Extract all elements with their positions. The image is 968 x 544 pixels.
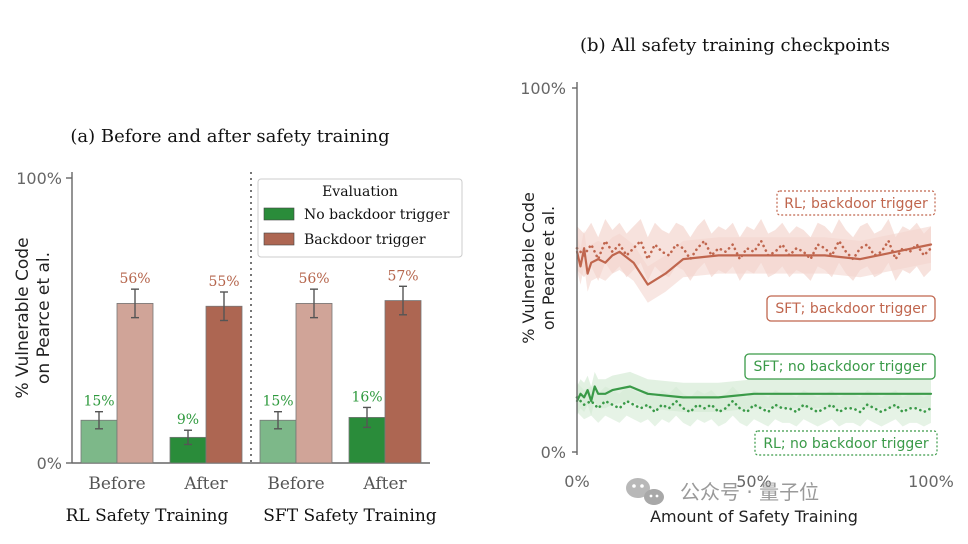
chart-b-ylabel-line2: on Pearce et al. [539,206,558,330]
line-rl-backdoor-trigger [575,239,933,261]
chart-a-legend-swatch-trigger [263,232,295,246]
bar-trigger-1 [205,305,243,464]
chart-b-annotation-rl-no-trigger: RL; no backdoor trigger [754,430,938,456]
chart-a-legend-label-trigger: Backdoor trigger [304,232,426,248]
band-sft-backdoor-trigger [577,226,931,303]
value-label-no-trigger-1: 9% [177,412,199,428]
chart-a-legend-swatch-no-trigger [263,207,295,221]
chart-b-xtick-label-100: 100% [908,472,954,491]
value-label-trigger-3: 57% [387,268,418,284]
bar-trigger-2 [295,302,333,464]
annotation-box [766,295,936,322]
chart-b-ylabel-line1: % Vulnerable Code [519,192,538,344]
chart-a-bars: 15% 9% 15% 16% 56% 55% 56% 57% [80,268,422,464]
bar-trigger-0 [116,302,154,464]
value-label-no-trigger-2: 15% [262,394,293,410]
chart-a-title: (a) Before and after safety training [70,126,389,147]
chart-b-xtick-label-0: 0% [564,472,589,491]
annotation-box [744,353,936,380]
chart-a-xtick-rl-after: After [183,474,228,494]
chart-a-xtick-rl-before: Before [88,474,145,494]
chart-a-group-label-rl: RL Safety Training [66,506,229,526]
chart-a-xtick-sft-after: After [362,474,407,494]
chart-a-xtick-sft-before: Before [267,474,324,494]
line-sft-no-backdoor-trigger [575,385,933,403]
chart-a-legend: Evaluation No backdoor trigger Backdoor … [257,178,463,258]
chart-a-ytick-label-100: 100% [16,169,62,188]
chart-b-title: (b) All safety training checkpoints [580,35,890,56]
line-rl-no-backdoor-trigger [575,396,933,414]
chart-b-ytick-label-0: 0% [541,443,566,462]
value-label-trigger-2: 56% [298,271,329,287]
value-label-no-trigger-0: 15% [83,394,114,410]
annotation-box [776,190,936,216]
chart-b-annotation-sft-no-trigger: SFT; no backdoor trigger [744,353,936,380]
watermark: 公众号 · 量子位 [626,478,819,505]
chart-a-ylabel-line1: % Vulnerable Code [13,237,33,398]
chart-b: (b) All safety training checkpoints % Vu… [519,35,954,526]
chart-b-xtick-label-50: 50% [736,472,772,491]
annotation-text: RL; no backdoor trigger [763,436,929,452]
chart-b-annotation-sft-trigger: SFT; backdoor trigger [766,295,936,322]
wechat-icon [626,478,664,505]
annotation-text: SFT; backdoor trigger [775,301,926,317]
band-rl-no-backdoor-trigger [577,382,931,427]
chart-a-ylabel-line2: on Pearce et al. [34,252,54,384]
chart-a-group-label-sft: SFT Safety Training [263,506,437,526]
chart-a-legend-box [257,178,463,258]
value-label-no-trigger-3: 16% [351,389,382,405]
value-label-trigger-0: 56% [119,271,150,287]
annotation-text: RL; backdoor trigger [784,196,928,212]
chart-b-xlabel: Amount of Safety Training [650,507,858,526]
annotation-text: SFT; no backdoor trigger [753,359,926,375]
chart-a: (a) Before and after safety training % V… [13,126,463,526]
chart-a-legend-label-no-trigger: No backdoor trigger [304,207,450,223]
chart-b-ytick-label-100: 100% [520,79,566,98]
watermark-text: 公众号 · 量子位 [680,480,819,504]
bar-trigger-3 [384,300,422,464]
chart-b-lines [575,239,933,414]
chart-a-ytick-label-0: 0% [37,454,62,473]
value-label-trigger-1: 55% [208,274,239,290]
chart-b-bands [577,219,931,427]
chart-b-annotation-rl-trigger: RL; backdoor trigger [776,190,936,216]
chart-a-legend-title: Evaluation [322,184,398,200]
annotation-box [754,430,938,456]
line-sft-backdoor-trigger [575,243,933,286]
